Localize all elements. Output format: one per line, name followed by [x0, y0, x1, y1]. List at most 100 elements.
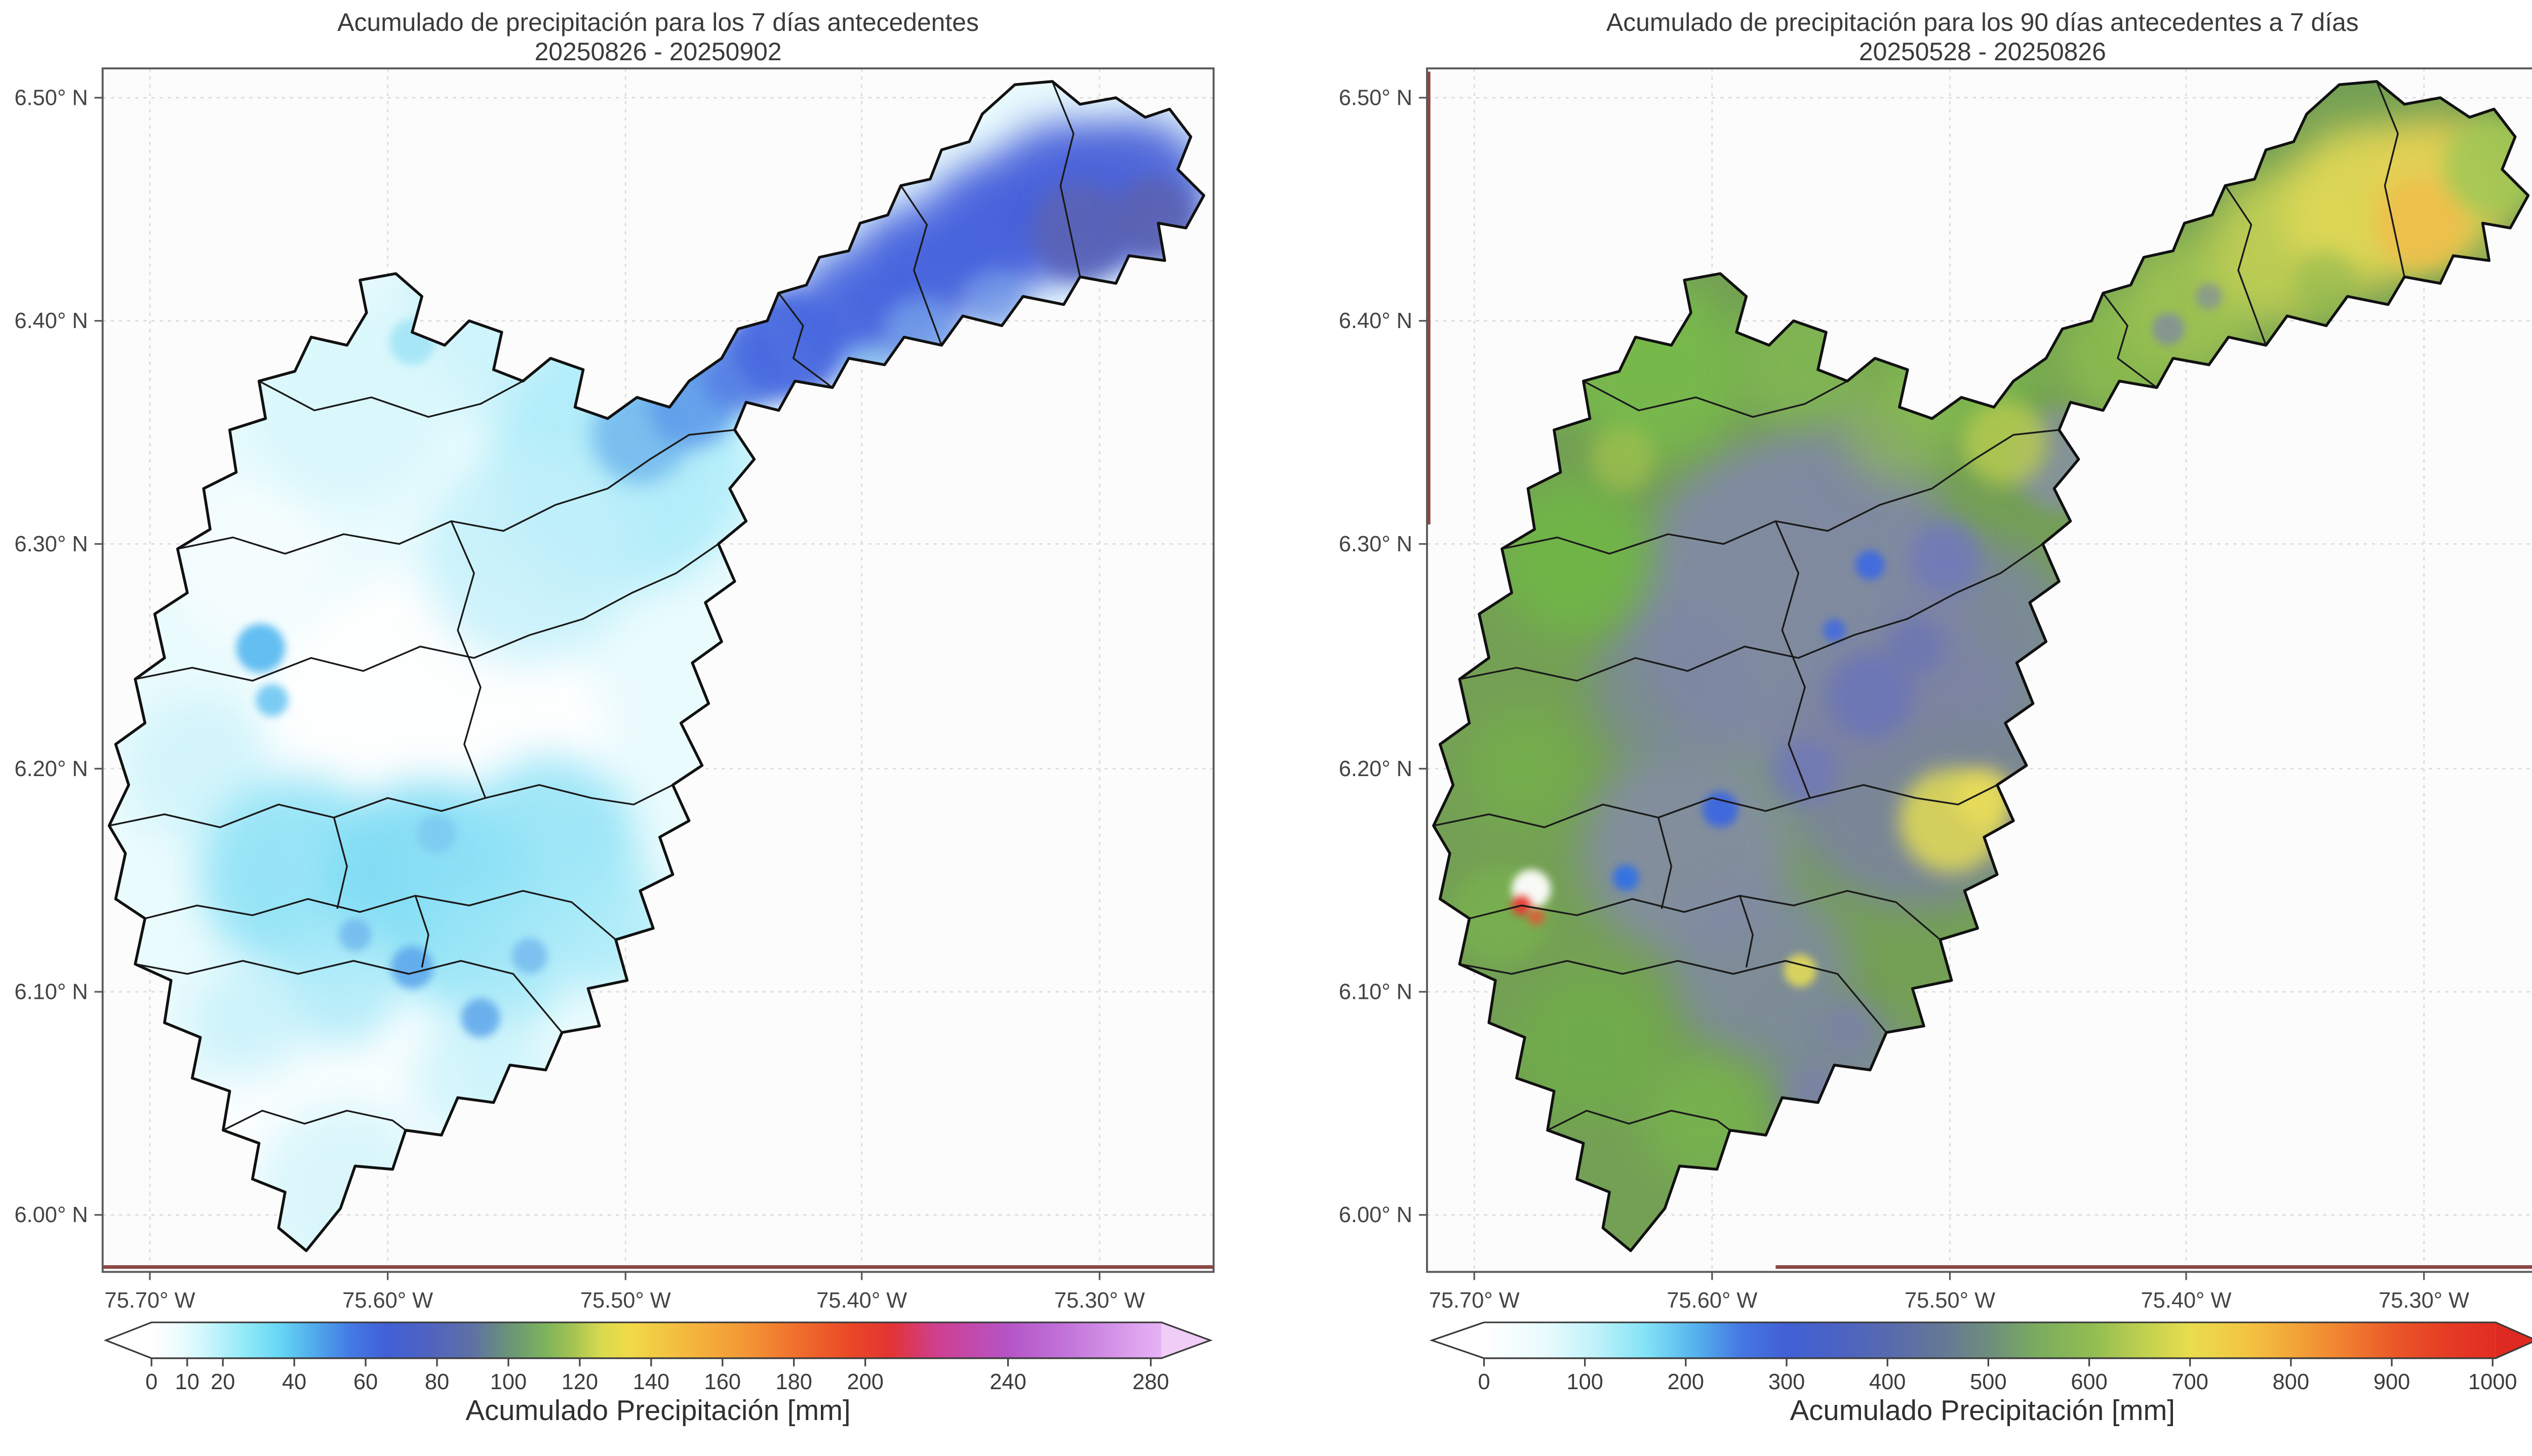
- municipality-boundary: [1459, 543, 2043, 682]
- x-tick-label: 75.50° W: [1905, 1288, 1995, 1313]
- colorbar-tick-label: 280: [1132, 1370, 1169, 1394]
- municipality-boundary: [2102, 293, 2158, 388]
- colorbar-tick-label: 500: [1970, 1370, 2006, 1394]
- panel-7day-title-dates: 20250826 - 20250902: [534, 39, 782, 67]
- colorbar-tick-label: 20: [211, 1370, 235, 1394]
- plot-frame: [101, 67, 1215, 1273]
- municipality-boundary: [258, 380, 524, 418]
- municipality-boundary: [1433, 784, 1998, 828]
- y-tick-label: 6.00° N: [1339, 1203, 1412, 1227]
- colorbar-tick-label: 700: [2172, 1370, 2208, 1394]
- colorbar-tick-label: 0: [1478, 1370, 1490, 1394]
- municipality-boundary: [2376, 81, 2405, 277]
- municipality-boundary: [135, 960, 563, 1033]
- y-tick-label: 6.30° N: [14, 532, 88, 556]
- panel-7day-title: Acumulado de precipitación para los 7 dí…: [103, 10, 1214, 68]
- colorbar-7day: 0 10 20 40 60 80 100 120 140 160 180 200 240 280: [103, 1321, 1213, 1394]
- basin-outline: [107, 80, 1205, 1252]
- colorbar-7day-label: Acumulado Precipitación [mm]: [465, 1394, 851, 1427]
- colorbar-right-arrow: [2496, 1322, 2532, 1358]
- map-7day: 75.70° W 75.60° W 75.50° W 75.40° W 75.30° W…: [14, 67, 1215, 1313]
- colorbar-tick-label: 100: [1566, 1370, 1603, 1394]
- colorbar-tick-label: 200: [1668, 1370, 1704, 1394]
- colorbar-border: [103, 1321, 1213, 1359]
- colorbar-tick-label: 120: [562, 1370, 598, 1394]
- municipality-boundary: [1738, 895, 1754, 968]
- municipality-boundary: [109, 784, 674, 828]
- colorbar-border: [1429, 1321, 2532, 1359]
- y-tick-label: 6.40° N: [1339, 309, 1412, 333]
- x-tick-label: 75.50° W: [580, 1288, 671, 1313]
- colorbar-90day: 0 100 200 300 400 500 600 700 800 900 1000: [1429, 1321, 2532, 1394]
- municipality-boundary: [1051, 81, 1081, 277]
- panel-90day-title-dates: 20250528 - 20250826: [1858, 39, 2106, 67]
- municipality-boundary: [1469, 889, 1941, 941]
- municipality-boundary: [1774, 520, 1811, 798]
- x-tick-label: 75.70° W: [104, 1288, 195, 1313]
- y-tick-label: 6.50° N: [14, 86, 88, 110]
- colorbar-right-arrow: [1161, 1322, 1211, 1358]
- municipality-boundary: [414, 895, 429, 968]
- colorbar-90day-label: Acumulado Precipitación [mm]: [1790, 1394, 2175, 1427]
- panel-90day-title: Acumulado de precipitación para los 90 d…: [1427, 10, 2532, 68]
- colorbar-gradient: [151, 1322, 1162, 1358]
- municipality-boundary: [2224, 185, 2267, 346]
- municipality-boundary: [222, 1110, 407, 1131]
- colorbar-tick-label: 160: [704, 1370, 741, 1394]
- panel-7day: Acumulado de precipitación para los 7 dí…: [14, 10, 1215, 1427]
- municipality-boundary: [900, 185, 942, 346]
- y-tick-label: 6.40° N: [14, 309, 88, 333]
- municipality-boundary: [1459, 960, 1887, 1033]
- x-tick-label: 75.40° W: [816, 1288, 907, 1313]
- municipality-boundary: [1501, 429, 2060, 555]
- y-tick-label: 6.20° N: [14, 757, 88, 781]
- municipality-boundary: [177, 429, 735, 555]
- colorbar-tick-label: 0: [145, 1370, 157, 1394]
- panel-7day-title-line1: Acumulado de precipitación para los 7 dí…: [337, 10, 979, 37]
- colorbar-left-arrow: [1432, 1322, 1484, 1358]
- municipality-boundary: [1547, 1110, 1731, 1131]
- y-tick-label: 6.10° N: [14, 980, 88, 1004]
- x-tick-label: 75.60° W: [342, 1288, 433, 1313]
- municipality-boundary: [450, 520, 487, 798]
- colorbar-tick-label: 200: [847, 1370, 883, 1394]
- panel-90day: Acumulado de precipitación para los 90 d…: [1324, 0, 2532, 1456]
- plot-frame: [1426, 67, 2532, 1273]
- municipality-boundary: [144, 889, 617, 941]
- colorbar-tick-label: 80: [425, 1370, 449, 1394]
- municipality-boundary: [1657, 817, 1673, 909]
- colorbar-left-arrow: [106, 1322, 152, 1358]
- colorbar-tick-label: 10: [175, 1370, 200, 1394]
- map-90day: 75.70° W 75.60° W 75.50° W 75.40° W 75.30° W…: [1339, 67, 2532, 1313]
- y-tick-label: 6.50° N: [1339, 86, 1412, 110]
- municipality-boundary: [135, 543, 719, 682]
- colorbar-tick-label: 800: [2273, 1370, 2309, 1394]
- municipality-boundary: [333, 817, 348, 909]
- colorbar-tick-label: 240: [990, 1370, 1026, 1394]
- colorbar-gradient: [1484, 1322, 2496, 1358]
- colorbar-tick-label: 100: [490, 1370, 527, 1394]
- y-tick-label: 6.20° N: [1339, 757, 1412, 781]
- x-tick-label: 75.60° W: [1667, 1288, 1757, 1313]
- x-tick-label: 75.30° W: [2379, 1288, 2469, 1313]
- x-tick-label: 75.70° W: [1429, 1288, 1520, 1313]
- colorbar-tick-label: 180: [776, 1370, 812, 1394]
- colorbar-tick-label: 600: [2071, 1370, 2107, 1394]
- colorbar-tick-label: 1000: [2468, 1370, 2517, 1394]
- x-tick-label: 75.30° W: [1054, 1288, 1145, 1313]
- x-tick-label: 75.40° W: [2141, 1288, 2231, 1313]
- colorbar-tick-label: 400: [1869, 1370, 1906, 1394]
- colorbar-tick-label: 140: [633, 1370, 669, 1394]
- colorbar-tick-label: 300: [1768, 1370, 1805, 1394]
- panel-90day-title-line1: Acumulado de precipitación para los 90 d…: [1606, 10, 2359, 37]
- municipality-boundary: [778, 293, 833, 388]
- municipality-boundary: [1582, 380, 1848, 418]
- y-tick-label: 6.10° N: [1339, 980, 1412, 1004]
- colorbar-tick-label: 60: [353, 1370, 378, 1394]
- y-tick-label: 6.00° N: [14, 1203, 88, 1227]
- colorbar-tick-label: 40: [282, 1370, 306, 1394]
- colorbar-tick-label: 900: [2373, 1370, 2410, 1394]
- basin-outline: [1432, 80, 2530, 1252]
- y-tick-label: 6.30° N: [1339, 532, 1412, 556]
